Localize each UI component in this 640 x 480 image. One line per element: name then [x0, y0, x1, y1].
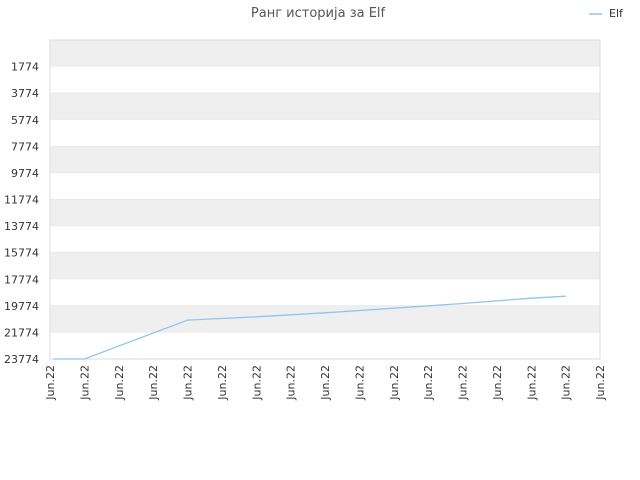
- plot-band: [50, 305, 600, 333]
- x-tick-label: Jun.22: [491, 365, 504, 401]
- x-tick-label: Jun.22: [216, 365, 229, 401]
- x-tick-label: Jun.22: [182, 365, 195, 401]
- x-tick-label: Jun.22: [594, 365, 607, 401]
- y-tick-label: 3774: [11, 87, 39, 100]
- legend-label: Elf: [609, 7, 624, 20]
- x-tick-label: Jun.22: [319, 365, 332, 401]
- x-axis: Jun.22 Jun.22 Jun.22 Jun.22 Jun.22 Jun.22 Jun.…: [44, 365, 607, 401]
- plot-band: [50, 199, 600, 227]
- plot-band: [50, 119, 600, 147]
- y-axis: 1774 3774 5774 7774 9774 11774 13774 15774 17774…: [4, 61, 39, 366]
- plot-band: [50, 172, 600, 200]
- plot-band: [50, 66, 600, 94]
- plot-band: [50, 93, 600, 120]
- x-tick-label: Jun.22: [525, 365, 538, 401]
- x-tick-label: Jun.22: [250, 365, 263, 401]
- y-tick-label: 9774: [11, 167, 39, 180]
- plot-band: [50, 40, 600, 67]
- x-tick-label: Jun.22: [113, 365, 126, 401]
- x-tick-label: Jun.22: [560, 365, 573, 401]
- plot-band: [50, 252, 600, 280]
- plot-band: [50, 226, 600, 253]
- legend: Elf: [589, 7, 624, 20]
- series-line-elf: [53, 295, 566, 360]
- x-tick-label: Jun.22: [353, 365, 366, 401]
- x-tick-label: Jun.22: [44, 365, 57, 401]
- x-tick-label: Jun.22: [388, 365, 401, 401]
- x-tick-label: Jun.22: [78, 365, 91, 401]
- plot-bands: [50, 40, 600, 360]
- y-tick-label: 23774: [4, 353, 39, 366]
- plot-band: [50, 332, 600, 359]
- series-layer: [53, 295, 566, 360]
- y-tick-label: 13774: [4, 220, 39, 233]
- chart-title: Ранг историја за Elf: [251, 6, 386, 21]
- y-tick-label: 5774: [11, 114, 39, 127]
- y-tick-label: 19774: [4, 300, 39, 313]
- y-tick-label: 17774: [4, 273, 39, 286]
- y-tick-label: 21774: [4, 326, 39, 339]
- plot-frame: [49, 39, 601, 360]
- x-tick-label: Jun.22: [422, 365, 435, 401]
- y-tick-label: 11774: [4, 194, 39, 207]
- plot-band: [50, 146, 600, 173]
- x-tick-label: Jun.22: [285, 365, 298, 401]
- y-tick-label: 1774: [11, 61, 39, 74]
- y-tick-label: 7774: [11, 140, 39, 153]
- x-tick-label: Jun.22: [147, 365, 160, 401]
- plot-band: [50, 279, 600, 306]
- x-tick-label: Jun.22: [457, 365, 470, 401]
- y-tick-label: 15774: [4, 247, 39, 260]
